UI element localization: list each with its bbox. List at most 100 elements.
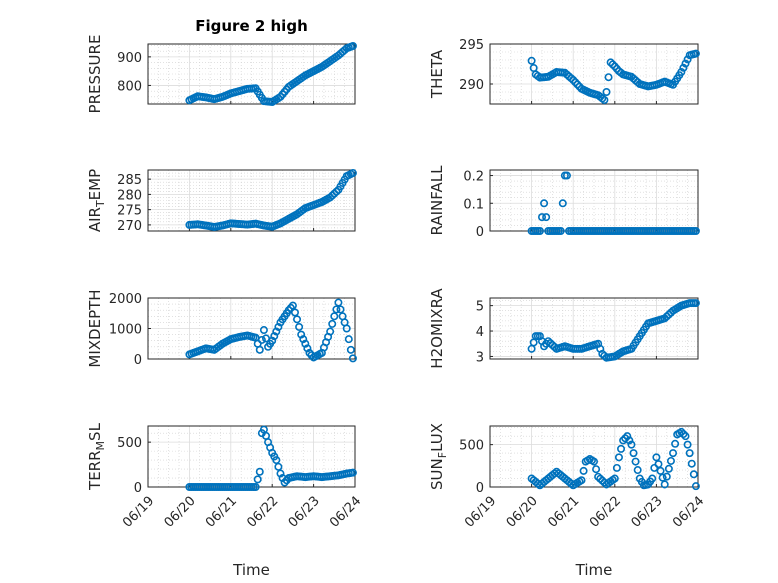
y-tick-label: 0.1: [463, 197, 484, 212]
data-point: [679, 63, 688, 72]
data-point: [612, 463, 621, 472]
data-point: [654, 460, 663, 469]
data-point: [297, 330, 306, 339]
data-point: [537, 213, 546, 222]
axes-frame: [147, 425, 356, 488]
data-series: [527, 49, 700, 105]
data-point: [293, 315, 302, 324]
data-point: [631, 457, 640, 466]
data-point: [569, 76, 578, 85]
y-axis-label: TERRMSL: [86, 422, 107, 491]
data-point: [558, 199, 567, 208]
data-point: [253, 475, 262, 484]
data-point: [295, 322, 304, 331]
axes-frame: [489, 297, 699, 360]
data-point: [268, 336, 277, 345]
x-tick-label: 06/24: [670, 494, 707, 531]
x-tick-label: 06/20: [504, 494, 541, 531]
data-point: [683, 440, 692, 449]
x-tick-label: 06/19: [462, 494, 499, 531]
y-tick-label: 280: [117, 188, 142, 203]
data-point: [669, 449, 678, 458]
data-point: [679, 430, 688, 439]
y-tick-label: 500: [459, 439, 484, 454]
x-axis-label: Time: [232, 561, 270, 579]
data-point: [288, 301, 297, 310]
chart-title: Figure 2 high: [195, 17, 308, 35]
data-point: [689, 470, 698, 479]
data-point: [677, 427, 686, 436]
x-tick-label: 06/20: [162, 494, 199, 531]
data-point: [535, 227, 544, 236]
y-tick-label: 2000: [109, 292, 142, 307]
data-point: [330, 312, 339, 321]
y-tick-label: 3: [476, 350, 484, 365]
data-point: [255, 467, 264, 476]
data-point: [542, 213, 551, 222]
x-tick-label: 06/23: [286, 494, 323, 531]
data-point: [255, 345, 264, 354]
data-series: [185, 425, 357, 491]
data-point: [257, 335, 266, 344]
subplot-2: 290 295 THETA: [428, 38, 700, 105]
data-point: [303, 344, 312, 353]
data-point: [627, 440, 636, 449]
data-point: [683, 55, 692, 64]
data-point: [274, 462, 283, 471]
y-axis-label: PRESSURE: [86, 35, 104, 114]
data-point: [614, 453, 623, 462]
y-tick-label: 5: [476, 300, 484, 315]
data-point: [691, 49, 700, 58]
data-point: [629, 449, 638, 458]
data-point: [600, 96, 609, 105]
data-point: [608, 60, 617, 69]
data-point: [625, 436, 634, 445]
data-point: [348, 169, 357, 178]
data-point: [604, 73, 613, 82]
data-point: [272, 327, 281, 336]
data-point: [527, 56, 536, 65]
data-point: [577, 476, 586, 485]
data-point: [658, 473, 667, 482]
y-axis-label: AIRTEMP: [86, 169, 107, 232]
subplot-6: 3 4 5 H2OMIXRA: [428, 288, 700, 369]
data-point: [301, 339, 310, 348]
data-point: [671, 439, 680, 448]
data-series: [527, 427, 700, 491]
data-point: [687, 459, 696, 468]
subplot-grid: 800 900 PRESSURE Figure 2 high 290 295 THETA 27…: [86, 17, 707, 579]
x-tick-label: 06/21: [203, 494, 240, 531]
data-point: [579, 466, 588, 475]
axes-frame: [489, 169, 699, 232]
data-point: [573, 80, 582, 89]
data-point: [666, 456, 675, 465]
y-tick-label: 1000: [109, 323, 142, 338]
y-axis-label: SUNFLUX: [428, 423, 449, 490]
data-point: [328, 319, 337, 328]
y-tick-label: 500: [117, 436, 142, 451]
data-point: [571, 78, 580, 87]
y-tick-label: 900: [117, 51, 142, 66]
data-point: [274, 322, 283, 331]
data-point: [290, 308, 299, 317]
data-series: [185, 298, 357, 363]
data-point: [691, 482, 700, 491]
data-point: [348, 468, 357, 477]
data-series: [185, 169, 357, 232]
data-point: [648, 474, 657, 483]
axes-frame: [147, 169, 356, 232]
y-tick-label: 0: [476, 481, 484, 496]
x-tick-label: 06/21: [545, 494, 582, 531]
data-point: [251, 482, 260, 491]
data-point: [660, 480, 669, 489]
data-point: [691, 227, 700, 236]
data-point: [276, 469, 285, 478]
data-point: [617, 444, 626, 453]
data-point: [342, 324, 351, 333]
data-point: [664, 464, 673, 473]
subplot-7: 0 500 06/19 06/20 06/21 06/22 06/23 06/24 TERRMS…: [86, 422, 364, 579]
y-tick-label: 0: [134, 353, 142, 368]
y-tick-label: 275: [117, 204, 142, 219]
x-tick-label: 06/23: [629, 494, 666, 531]
